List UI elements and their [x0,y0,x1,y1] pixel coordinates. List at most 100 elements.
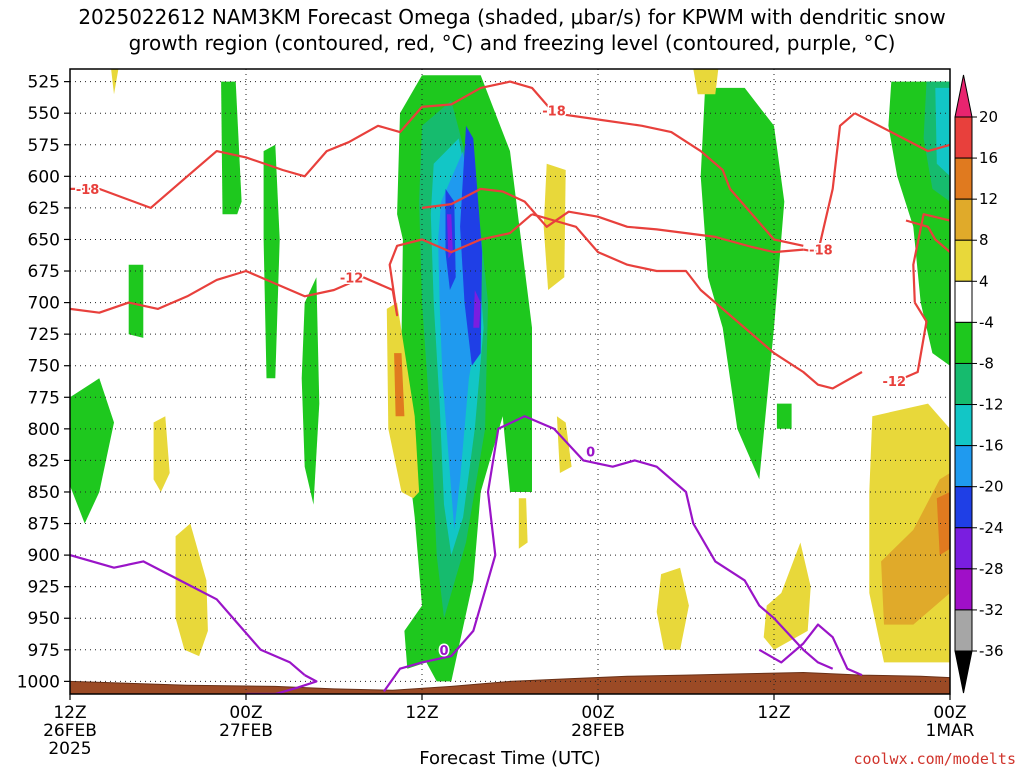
x-tick-label-line: 26FEB [43,721,97,741]
omega-region-12 [473,290,481,328]
chart-title-line2: growth region (contoured, red, °C) and f… [129,31,896,55]
x-tick-label-line: 28FEB [571,721,625,741]
omega-region-4 [301,277,320,505]
site-credit[interactable]: coolwx.com/modelts [853,750,1016,768]
isotherm-minus18-label-1: -18 [542,105,566,120]
x-tick-label: 00Z 1MAR [926,703,975,741]
y-tick-label: 900 [28,546,60,566]
omega-region-31 [936,492,950,556]
y-tick-label: 875 [28,515,60,535]
y-tick-label: 725 [28,325,60,345]
omega-region-25 [518,498,528,549]
freezing-level-contour-0 [70,554,306,676]
y-tick-label: 650 [28,230,60,250]
colorbar-box [954,198,973,241]
colorbar-tick-label: 4 [979,272,989,290]
colorbar-box [954,527,973,570]
omega-region-18 [111,69,119,95]
y-tick-label: 950 [28,609,60,629]
colorbar: 20 16 12 8 4 -4 -8 -12 -16 -20 -24 -28 -32 -36 [954,74,1004,694]
x-tick-label-line: 12Z [757,703,790,723]
x-tick-label-line: 00Z [229,703,262,723]
x-tick-label: 00Z 27FEB [219,703,273,741]
omega-region-17 [935,87,950,177]
x-tick-label: 12Z [757,703,790,723]
colorbar-tick-label: -36 [979,642,1004,660]
isotherm-minus18-contour-4 [905,219,950,253]
isotherm-minus12-contour-2 [531,213,863,390]
y-tick-label: 550 [28,104,60,124]
omega-region-2 [221,81,242,215]
isotherm-minus12-label-0: -12 [340,271,364,286]
x-tick-label-line: 12Z [53,703,86,723]
plot-area: -18 -18 -18 -12 -12 0 0 525 550 575 600 625 650 675 70… [17,68,975,759]
y-tick-label: 925 [28,578,60,598]
y-tick-label: 825 [28,451,60,471]
y-tick-label: 975 [28,641,60,661]
isotherm-minus18-label-0: -18 [76,183,100,198]
omega-region-28 [763,542,811,650]
omega-region-23 [543,163,566,290]
freezing-level-label-0: 0 [439,644,448,659]
colorbar-box [954,321,973,364]
colorbar-box [954,157,973,200]
omega-region-30 [881,473,950,625]
isotherm-minus12-contour-3 [896,302,928,382]
isotherm-minus18-label-2: -18 [809,244,833,259]
y-tick-label: 1000 [17,672,60,692]
colorbar-tick-label: 8 [979,231,989,249]
x-tick-label-line: 27FEB [219,721,273,741]
x-tick-label: 00Z 28FEB [571,703,625,741]
colorbar-tick-label: -20 [979,478,1004,496]
colorbar-box [954,568,973,611]
colorbar-tick-label: 20 [979,108,998,126]
freezing-level-contour-3 [758,623,863,677]
colorbar-box [954,116,973,159]
isotherm-minus12-contour-4 [912,213,950,303]
x-tick-label-line: 12Z [405,703,438,723]
colorbar-tick-label: -32 [979,601,1004,619]
colorbar-box [954,280,973,323]
omega-region-0 [70,378,114,524]
y-tick-label: 700 [28,294,60,314]
omega-region-13 [700,87,785,480]
plot-inner: -18 -18 -18 -12 -12 0 0 [70,69,950,694]
isotherm-minus12-contour-1 [362,213,533,317]
colorbar-tick-label: -8 [979,354,994,372]
isotherm-minus18-contour-0 [70,80,804,247]
colorbar-tick-label: 16 [979,149,998,167]
x-tick-label: 12Z 26FEB 2025 [43,703,97,759]
y-tick-label: 600 [28,167,60,187]
omega-region-1 [128,264,144,338]
isotherm-minus18-contour-2 [854,112,950,153]
omega-region-22 [394,353,405,417]
freezing-level-label-1: 0 [586,446,595,461]
colorbar-top-arrow [954,74,973,118]
x-tick-label-line: 00Z [581,703,614,723]
omega-region-19 [153,416,170,492]
y-tick-label: 750 [28,357,60,377]
colorbar-tick-label: 12 [979,190,998,208]
y-tick-label: 775 [28,388,60,408]
isotherm-minus12-label-1: -12 [883,375,907,390]
omega-region-3 [263,144,280,379]
colorbar-tick-label: -4 [979,313,994,331]
omega-region-27 [656,567,689,650]
colorbar-box [954,609,973,652]
isotherm-minus18-contour-1 [421,187,804,254]
colorbar-tick-label: -16 [979,437,1004,455]
omega-region-20 [175,523,208,657]
colorbar-box [954,445,973,488]
y-tick-label: 575 [28,136,60,156]
isotherm-minus18-contour-3 [803,112,856,254]
omega-region-14 [776,403,792,429]
x-tick-label-line: 00Z [933,703,966,723]
colorbar-box [954,239,973,282]
colorbar-box [954,404,973,447]
y-tick-label: 625 [28,199,60,219]
colorbar-tick-label: -24 [979,519,1004,537]
x-axis-title: Forecast Time (UTC) [419,748,600,768]
omega-region-24 [556,416,572,473]
chart-title-line1: 2025022612 NAM3KM Forecast Omega (shaded… [78,5,945,29]
